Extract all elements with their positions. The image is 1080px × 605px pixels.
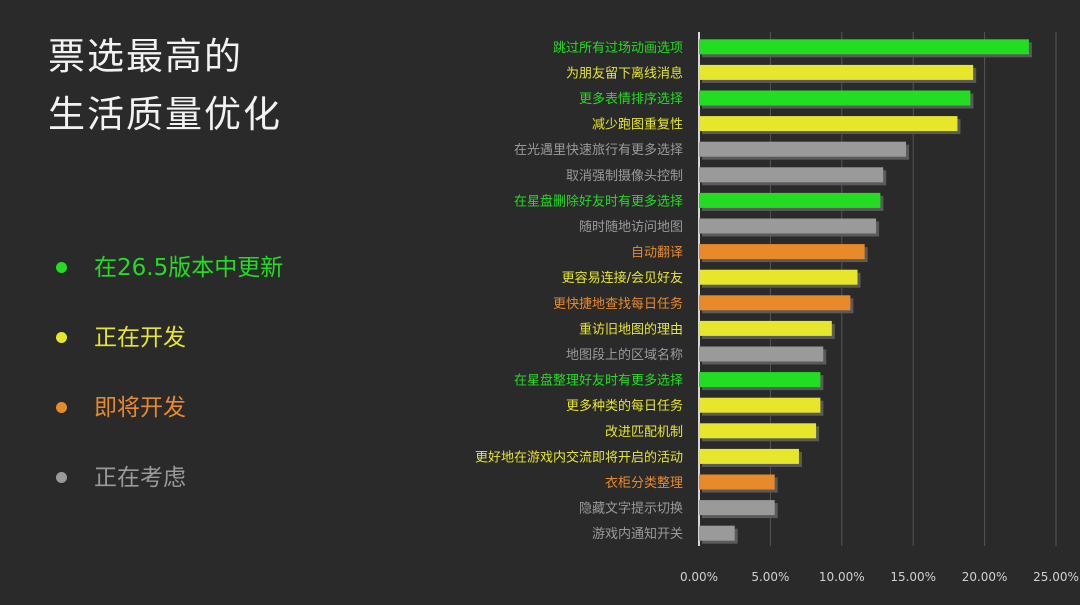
category-label: 在光遇里快速旅行有更多选择	[514, 142, 683, 158]
x-tick-label: 10.00%	[819, 570, 865, 584]
bar	[699, 320, 832, 336]
bar	[699, 64, 974, 80]
bar	[699, 116, 958, 132]
bar	[699, 295, 851, 311]
category-label: 在星盘整理好友时有更多选择	[514, 373, 683, 389]
category-label: 改进匹配机制	[605, 425, 683, 440]
legend-label: 在26.5版本中更新	[94, 255, 284, 281]
legend-label: 正在考虑	[94, 465, 186, 491]
x-tick-label: 20.00%	[962, 570, 1008, 584]
x-tick-label: 0.00%	[680, 570, 718, 584]
legend-dot-icon	[56, 262, 67, 273]
legend-dot-icon	[56, 472, 67, 483]
category-label: 随时随地访问地图	[579, 220, 683, 235]
title-line-2: 生活质量优化	[48, 93, 282, 136]
bar	[699, 167, 884, 183]
category-label: 游戏内通知开关	[592, 526, 683, 542]
bar	[699, 423, 817, 439]
legend-item-upcoming: 即将开发	[56, 388, 283, 458]
legend-dot-icon	[56, 332, 67, 343]
legend-label: 即将开发	[94, 395, 186, 421]
bar	[699, 90, 971, 106]
legend-item-in-development: 正在开发	[56, 318, 283, 388]
category-label: 隐藏文字提示切换	[579, 501, 683, 517]
category-label: 更好地在游戏内交流即将开启的活动	[475, 449, 683, 465]
bar	[699, 192, 881, 208]
category-label: 跳过所有过场动画选项	[553, 41, 683, 56]
category-label: 为朋友留下离线消息	[566, 65, 683, 81]
category-label: 自动翻译	[631, 246, 683, 261]
bar	[699, 244, 865, 260]
bar	[699, 218, 877, 234]
page-title: 票选最高的 生活质量优化	[48, 28, 282, 144]
bar	[699, 372, 821, 388]
legend-item-updated: 在26.5版本中更新	[56, 248, 283, 318]
category-label: 更容易连接/会见好友	[562, 270, 683, 286]
legend-item-considering: 正在考虑	[56, 458, 283, 528]
x-tick-label: 25.00%	[1033, 570, 1079, 584]
category-label: 取消强制摄像头控制	[566, 169, 683, 184]
category-label: 在星盘删除好友时有更多选择	[514, 193, 683, 209]
legend: 在26.5版本中更新 正在开发 即将开发 正在考虑	[56, 248, 283, 528]
bar	[699, 525, 735, 541]
category-label: 衣柜分类整理	[605, 475, 683, 491]
legend-dot-icon	[56, 402, 67, 413]
bar	[699, 141, 907, 157]
title-line-1: 票选最高的	[48, 35, 243, 78]
bar	[699, 39, 1029, 55]
category-label: 更多种类的每日任务	[566, 398, 683, 414]
category-label: 地图段上的区域名称	[566, 347, 683, 363]
bar	[699, 448, 799, 464]
category-label: 更快捷地查找每日任务	[553, 296, 683, 312]
bar	[699, 397, 821, 413]
category-label: 减少跑图重复性	[592, 117, 683, 133]
bar	[699, 269, 858, 285]
legend-label: 正在开发	[94, 325, 186, 351]
bar	[699, 500, 775, 516]
x-tick-label: 15.00%	[890, 570, 936, 584]
bar	[699, 346, 824, 362]
category-label: 更多表情排序选择	[579, 91, 683, 107]
category-label: 重访旧地图的理由	[579, 321, 683, 337]
bar	[699, 474, 775, 490]
x-tick-label: 5.00%	[751, 570, 789, 584]
